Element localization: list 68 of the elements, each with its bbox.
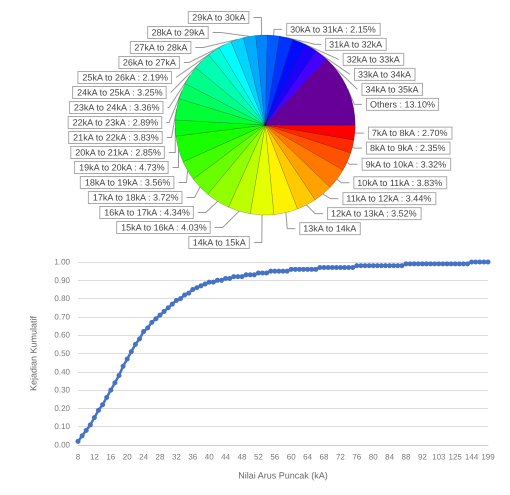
slice-label: 20kA to 21kA : 2.85% — [75, 148, 161, 158]
slice-label: 33kA to 34kA — [358, 69, 412, 80]
y-tick-label: 0.50 — [54, 349, 71, 358]
x-tick-label: 72 — [336, 452, 346, 462]
x-tick-label: 144 — [464, 452, 479, 462]
slice-label: 11kA to 12kA : 3.44% — [346, 194, 432, 204]
x-tick-label: 199 — [481, 452, 496, 462]
x-tick-label: 36 — [188, 452, 198, 462]
slice-label: 10kA to 11kA : 3.83% — [357, 178, 442, 188]
x-tick-label: 68 — [320, 452, 329, 462]
slice-label: 7kA to 8kA : 2.70% — [372, 128, 448, 138]
slice-label: 13kA to 14kA — [303, 224, 356, 234]
x-tick-label: 12 — [90, 452, 100, 462]
x-tick-label: 88 — [402, 452, 411, 462]
slice-label: 21kA to 22kA : 3.83% — [73, 132, 159, 142]
slice-label: 28kA to 29kA — [152, 28, 205, 38]
slice-label: 18kA to 19kA : 3.56% — [84, 178, 170, 188]
x-tick-label: 48 — [238, 452, 247, 462]
y-tick-label: 0.70 — [54, 312, 71, 322]
x-tick-label: 76 — [352, 452, 362, 462]
y-tick-label: 1.00 — [54, 258, 71, 266]
x-axis-title: Nilai Arus Puncak (kA) — [238, 470, 328, 480]
slice-label: 15kA to 16kA : 4.03% — [121, 222, 207, 232]
x-tick-label: 40 — [204, 452, 214, 462]
slice-label: 27kA to 28kA — [134, 42, 188, 52]
x-tick-label: 84 — [385, 452, 395, 462]
slice-label: 22kA to 23kA : 2.89% — [72, 118, 158, 128]
y-tick-label: 0.20 — [54, 404, 71, 413]
x-tick-label: 80 — [368, 452, 378, 462]
slice-label: 34kA to 35kA — [365, 84, 418, 94]
y-tick-label: 0.60 — [54, 330, 71, 340]
y-tick-label: 0.80 — [54, 294, 71, 304]
x-tick-label: 20 — [122, 452, 132, 462]
slice-label: Others : 13.10% — [370, 99, 436, 110]
y-tick-label: 0.40 — [54, 367, 71, 376]
x-tick-label: 60 — [286, 452, 296, 462]
slice-label: 30kA to 31kA : 2.15% — [290, 24, 376, 34]
x-tick-label: 28 — [156, 452, 165, 462]
x-tick-label: 103 — [432, 452, 446, 462]
slice-label: 31kA to 32kA — [329, 39, 382, 50]
x-tick-label: 52 — [254, 452, 264, 462]
slice-label: 8kA to 9kA : 2.35% — [370, 143, 446, 154]
x-tick-label: 8 — [76, 452, 81, 462]
x-tick-label: 16 — [106, 452, 116, 462]
slice-label: 16kA to 17kA : 4.34% — [104, 208, 190, 218]
slice-label: 9kA to 10kA : 3.32% — [366, 159, 446, 170]
y-tick-label: 0.00 — [54, 440, 71, 450]
x-tick-label: 44 — [221, 452, 231, 462]
x-tick-label: 56 — [270, 452, 280, 462]
slice-label: 23kA to 24kA : 3.36% — [74, 102, 160, 112]
x-tick-label: 125 — [448, 452, 462, 462]
slice-label: 29kA to 30kA — [192, 12, 246, 22]
x-tick-label: 64 — [303, 452, 313, 462]
slice-label: 19kA to 20kA : 4.73% — [79, 162, 165, 172]
slice-label: 17kA to 18kA : 3.72% — [92, 192, 178, 202]
slice-label: 14kA to 15kA — [192, 238, 246, 248]
y-tick-label: 0.10 — [54, 422, 71, 432]
slice-label: 25kA to 26kA : 2.19% — [82, 72, 168, 82]
y-tick-label: 0.90 — [54, 276, 71, 285]
slice-label: 12kA to 13kA : 3.52% — [331, 208, 417, 219]
y-tick-label: 0.30 — [54, 386, 71, 395]
y-axis-title: Kejadian Kumulatif — [28, 315, 38, 392]
slice-label: 24kA to 25kA : 3.25% — [77, 88, 163, 98]
slice-label: 32kA to 33kA — [346, 54, 400, 64]
x-tick-label: 92 — [418, 452, 428, 462]
x-tick-label: 24 — [139, 452, 149, 462]
slice-label: 26kA to 27kA — [122, 58, 176, 68]
x-tick-label: 32 — [172, 452, 182, 462]
